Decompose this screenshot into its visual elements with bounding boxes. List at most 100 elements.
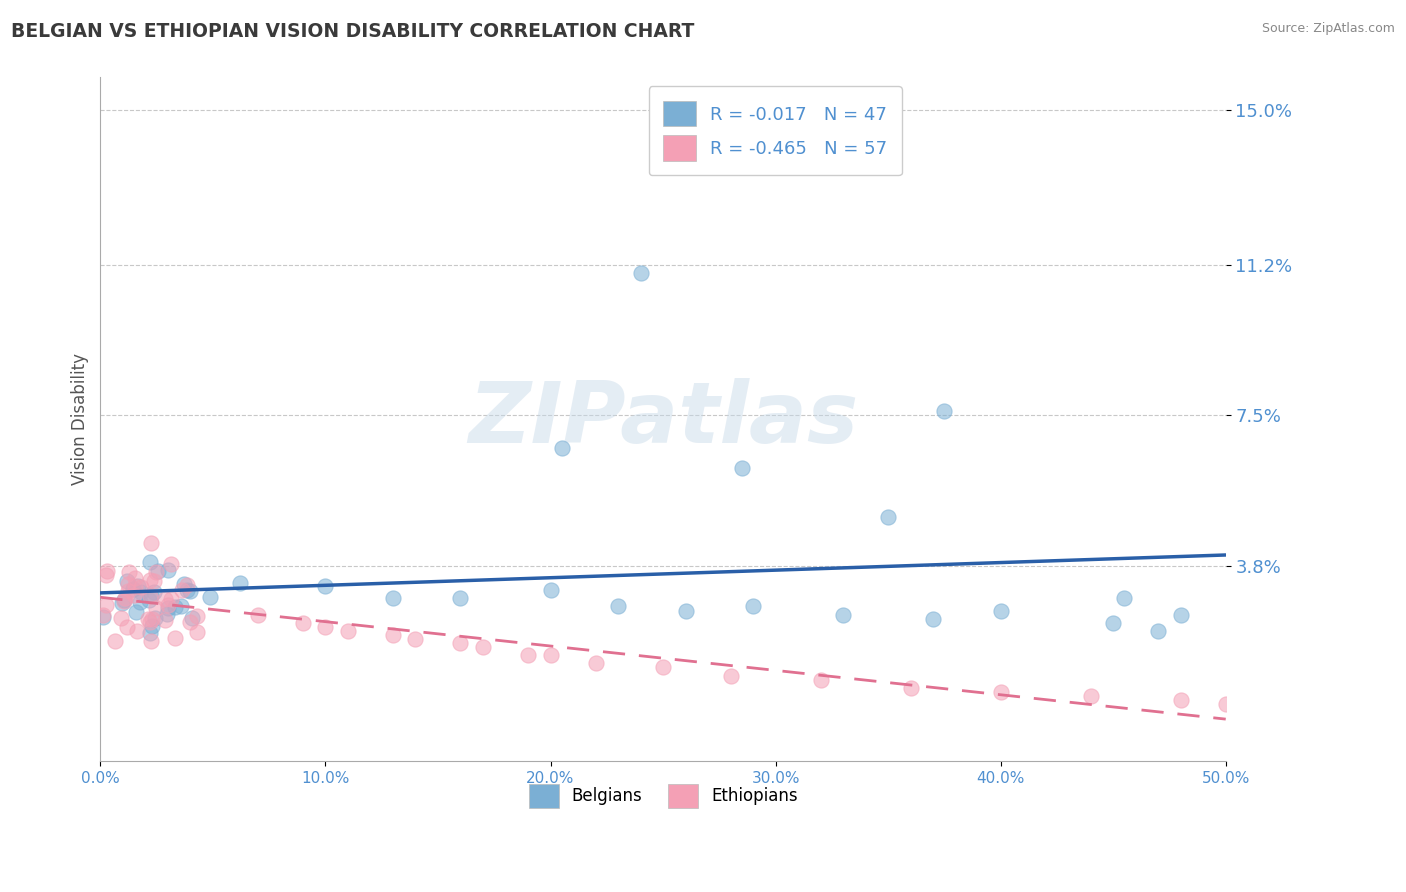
Point — [122, 588, 145, 602]
Point — [118, 565, 141, 579]
Point — [176, 577, 198, 591]
Point — [131, 585, 153, 599]
Point — [143, 611, 166, 625]
Point — [91, 608, 114, 623]
Point — [450, 591, 472, 606]
Point — [124, 579, 146, 593]
Point — [146, 564, 169, 578]
Point — [145, 600, 167, 615]
Point — [170, 582, 193, 597]
Point — [179, 615, 201, 630]
Point — [160, 591, 183, 606]
Point — [127, 624, 149, 638]
Point — [104, 633, 127, 648]
Point — [181, 610, 204, 624]
Point — [111, 596, 134, 610]
Point — [112, 594, 135, 608]
Point — [877, 510, 900, 524]
Point — [139, 555, 162, 569]
Point — [176, 583, 198, 598]
Point — [404, 632, 426, 646]
Point — [585, 657, 607, 671]
Point — [922, 612, 945, 626]
Point — [934, 404, 956, 418]
Point — [138, 615, 160, 629]
Point — [136, 612, 159, 626]
Point — [129, 595, 152, 609]
Point — [138, 593, 160, 607]
Point — [139, 590, 162, 604]
Point — [112, 593, 135, 607]
Point — [450, 636, 472, 650]
Legend: Belgians, Ethiopians: Belgians, Ethiopians — [522, 777, 804, 814]
Point — [129, 580, 152, 594]
Point — [141, 619, 163, 633]
Point — [990, 685, 1012, 699]
Point — [731, 461, 754, 475]
Point — [675, 603, 697, 617]
Point — [138, 589, 160, 603]
Point — [155, 613, 177, 627]
Point — [153, 591, 176, 606]
Point — [156, 598, 179, 612]
Point — [173, 577, 195, 591]
Point — [1102, 615, 1125, 630]
Point — [720, 668, 742, 682]
Point — [810, 673, 832, 687]
Point — [1080, 689, 1102, 703]
Point — [165, 631, 187, 645]
Point — [291, 615, 314, 630]
Text: ZIPatlas: ZIPatlas — [468, 377, 858, 461]
Point — [381, 628, 404, 642]
Point — [314, 579, 336, 593]
Point — [96, 564, 118, 578]
Text: BELGIAN VS ETHIOPIAN VISION DISABILITY CORRELATION CHART: BELGIAN VS ETHIOPIAN VISION DISABILITY C… — [11, 22, 695, 41]
Point — [156, 607, 179, 622]
Point — [1215, 697, 1237, 711]
Point — [742, 599, 765, 614]
Point — [229, 576, 252, 591]
Point — [630, 266, 652, 280]
Point — [94, 567, 117, 582]
Point — [179, 584, 201, 599]
Point — [186, 625, 208, 640]
Point — [652, 660, 675, 674]
Point — [91, 609, 114, 624]
Point — [540, 648, 562, 663]
Point — [117, 620, 139, 634]
Point — [336, 624, 359, 638]
Point — [200, 591, 222, 605]
Point — [165, 599, 187, 614]
Point — [314, 620, 336, 634]
Point — [127, 579, 149, 593]
Point — [990, 603, 1012, 617]
Point — [1170, 607, 1192, 622]
Point — [142, 585, 165, 599]
Point — [551, 441, 574, 455]
Point — [186, 609, 208, 624]
Point — [139, 634, 162, 648]
Point — [117, 577, 139, 591]
Point — [607, 599, 630, 614]
Point — [160, 558, 183, 572]
Y-axis label: Vision Disability: Vision Disability — [72, 353, 89, 485]
Point — [1170, 693, 1192, 707]
Point — [1114, 591, 1136, 606]
Point — [143, 574, 166, 589]
Point — [472, 640, 495, 654]
Point — [900, 681, 922, 695]
Point — [139, 626, 162, 640]
Point — [96, 598, 118, 612]
Point — [145, 565, 167, 579]
Point — [115, 574, 138, 588]
Point — [117, 584, 139, 599]
Point — [141, 612, 163, 626]
Point — [832, 607, 855, 622]
Point — [517, 648, 540, 663]
Text: Source: ZipAtlas.com: Source: ZipAtlas.com — [1261, 22, 1395, 36]
Point — [156, 563, 179, 577]
Point — [246, 607, 269, 622]
Point — [125, 605, 148, 619]
Point — [114, 591, 136, 605]
Point — [1147, 624, 1170, 638]
